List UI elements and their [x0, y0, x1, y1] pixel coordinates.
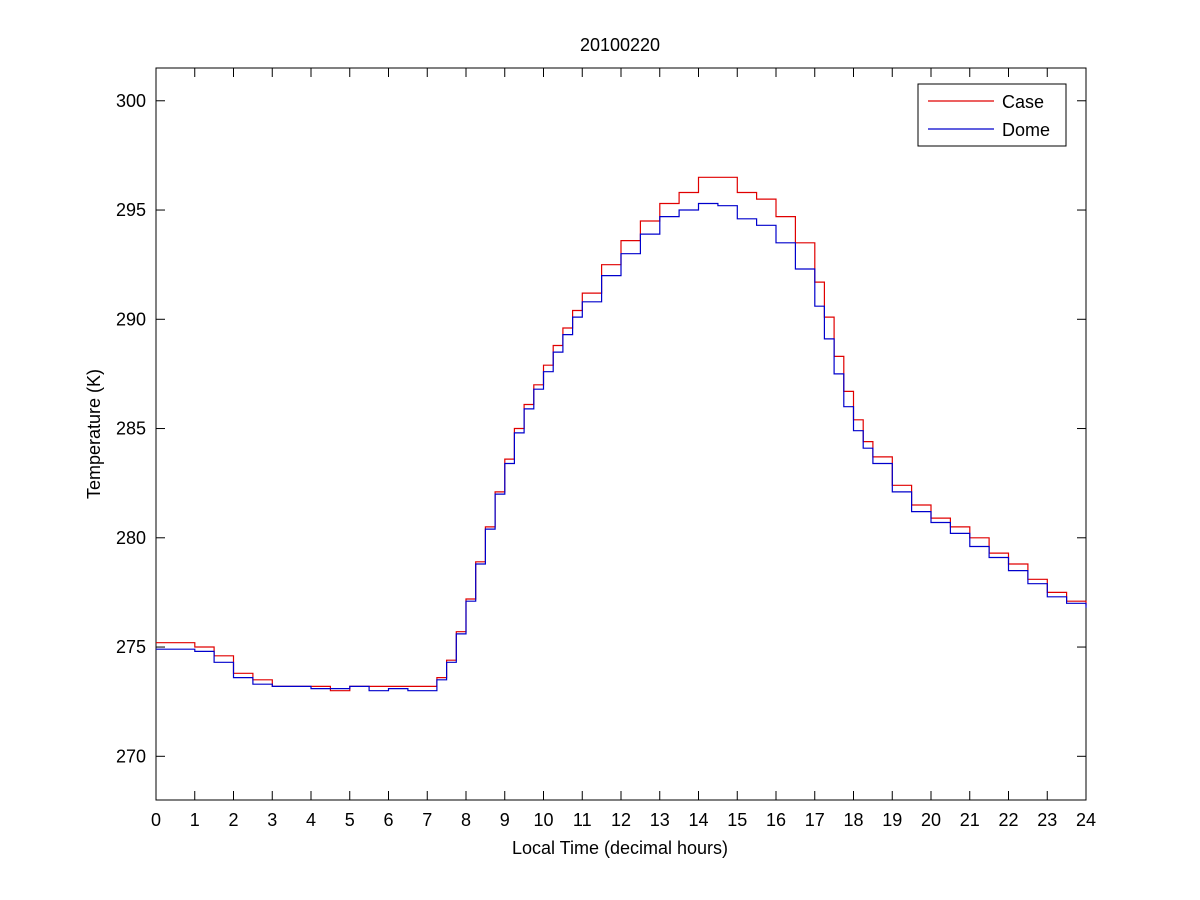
- x-tick-label: 11: [573, 810, 592, 830]
- y-tick-label: 285: [116, 419, 146, 439]
- axes-box: [155, 67, 1087, 801]
- y-axis-label: Temperature (K): [84, 369, 104, 499]
- series-line-dome: [156, 202, 1087, 692]
- y-tick-label: 300: [116, 91, 146, 111]
- y-tick-label: 270: [116, 746, 146, 766]
- x-tick-label: 23: [1037, 810, 1057, 830]
- y-axis: 270 275 280 285 290 295 300: [116, 91, 1086, 766]
- x-tick-label: 2: [228, 810, 238, 830]
- legend-label-case: Case: [1002, 92, 1044, 112]
- x-tick-label: 7: [422, 810, 432, 830]
- x-tick-label: 1: [190, 810, 200, 830]
- x-tick-label: 18: [843, 810, 863, 830]
- chart-title: 20100220: [580, 35, 660, 55]
- x-tick-label: 15: [727, 810, 747, 830]
- legend: Case Dome: [917, 83, 1067, 147]
- x-tick-label: 19: [882, 810, 902, 830]
- x-tick-label: 0: [151, 810, 161, 830]
- x-tick-label: 21: [960, 810, 980, 830]
- x-tick-label: 14: [688, 810, 708, 830]
- x-tick-label: 10: [533, 810, 553, 830]
- x-axis: 0 1 2 3 4 5 6 7 8 9 10 11 12 13 14 15 16 17 18 19 20 21 22 23 24: [151, 68, 1096, 830]
- y-tick-label: 280: [116, 528, 146, 548]
- x-tick-label: 8: [461, 810, 471, 830]
- x-tick-label: 5: [345, 810, 355, 830]
- x-tick-label: 20: [921, 810, 941, 830]
- x-tick-label: 4: [306, 810, 316, 830]
- series-layer: [156, 176, 1087, 692]
- plot-area: 0 1 2 3 4 5 6 7 8 9 10 11 12 13 14 15 16 17 18 19 20 21 22 23 24…: [116, 67, 1096, 830]
- legend-label-dome: Dome: [1002, 120, 1050, 140]
- x-tick-label: 12: [611, 810, 631, 830]
- x-axis-label: Local Time (decimal hours): [512, 838, 728, 858]
- x-tick-label: 9: [500, 810, 510, 830]
- x-tick-label: 22: [998, 810, 1018, 830]
- x-tick-label: 6: [383, 810, 393, 830]
- x-tick-label: 13: [650, 810, 670, 830]
- x-tick-label: 16: [766, 810, 786, 830]
- y-tick-label: 290: [116, 309, 146, 329]
- x-tick-label: 17: [805, 810, 825, 830]
- y-tick-label: 295: [116, 200, 146, 220]
- y-tick-label: 275: [116, 637, 146, 657]
- x-tick-label: 3: [267, 810, 277, 830]
- legend-box: [917, 83, 1067, 147]
- x-tick-label: 24: [1076, 810, 1096, 830]
